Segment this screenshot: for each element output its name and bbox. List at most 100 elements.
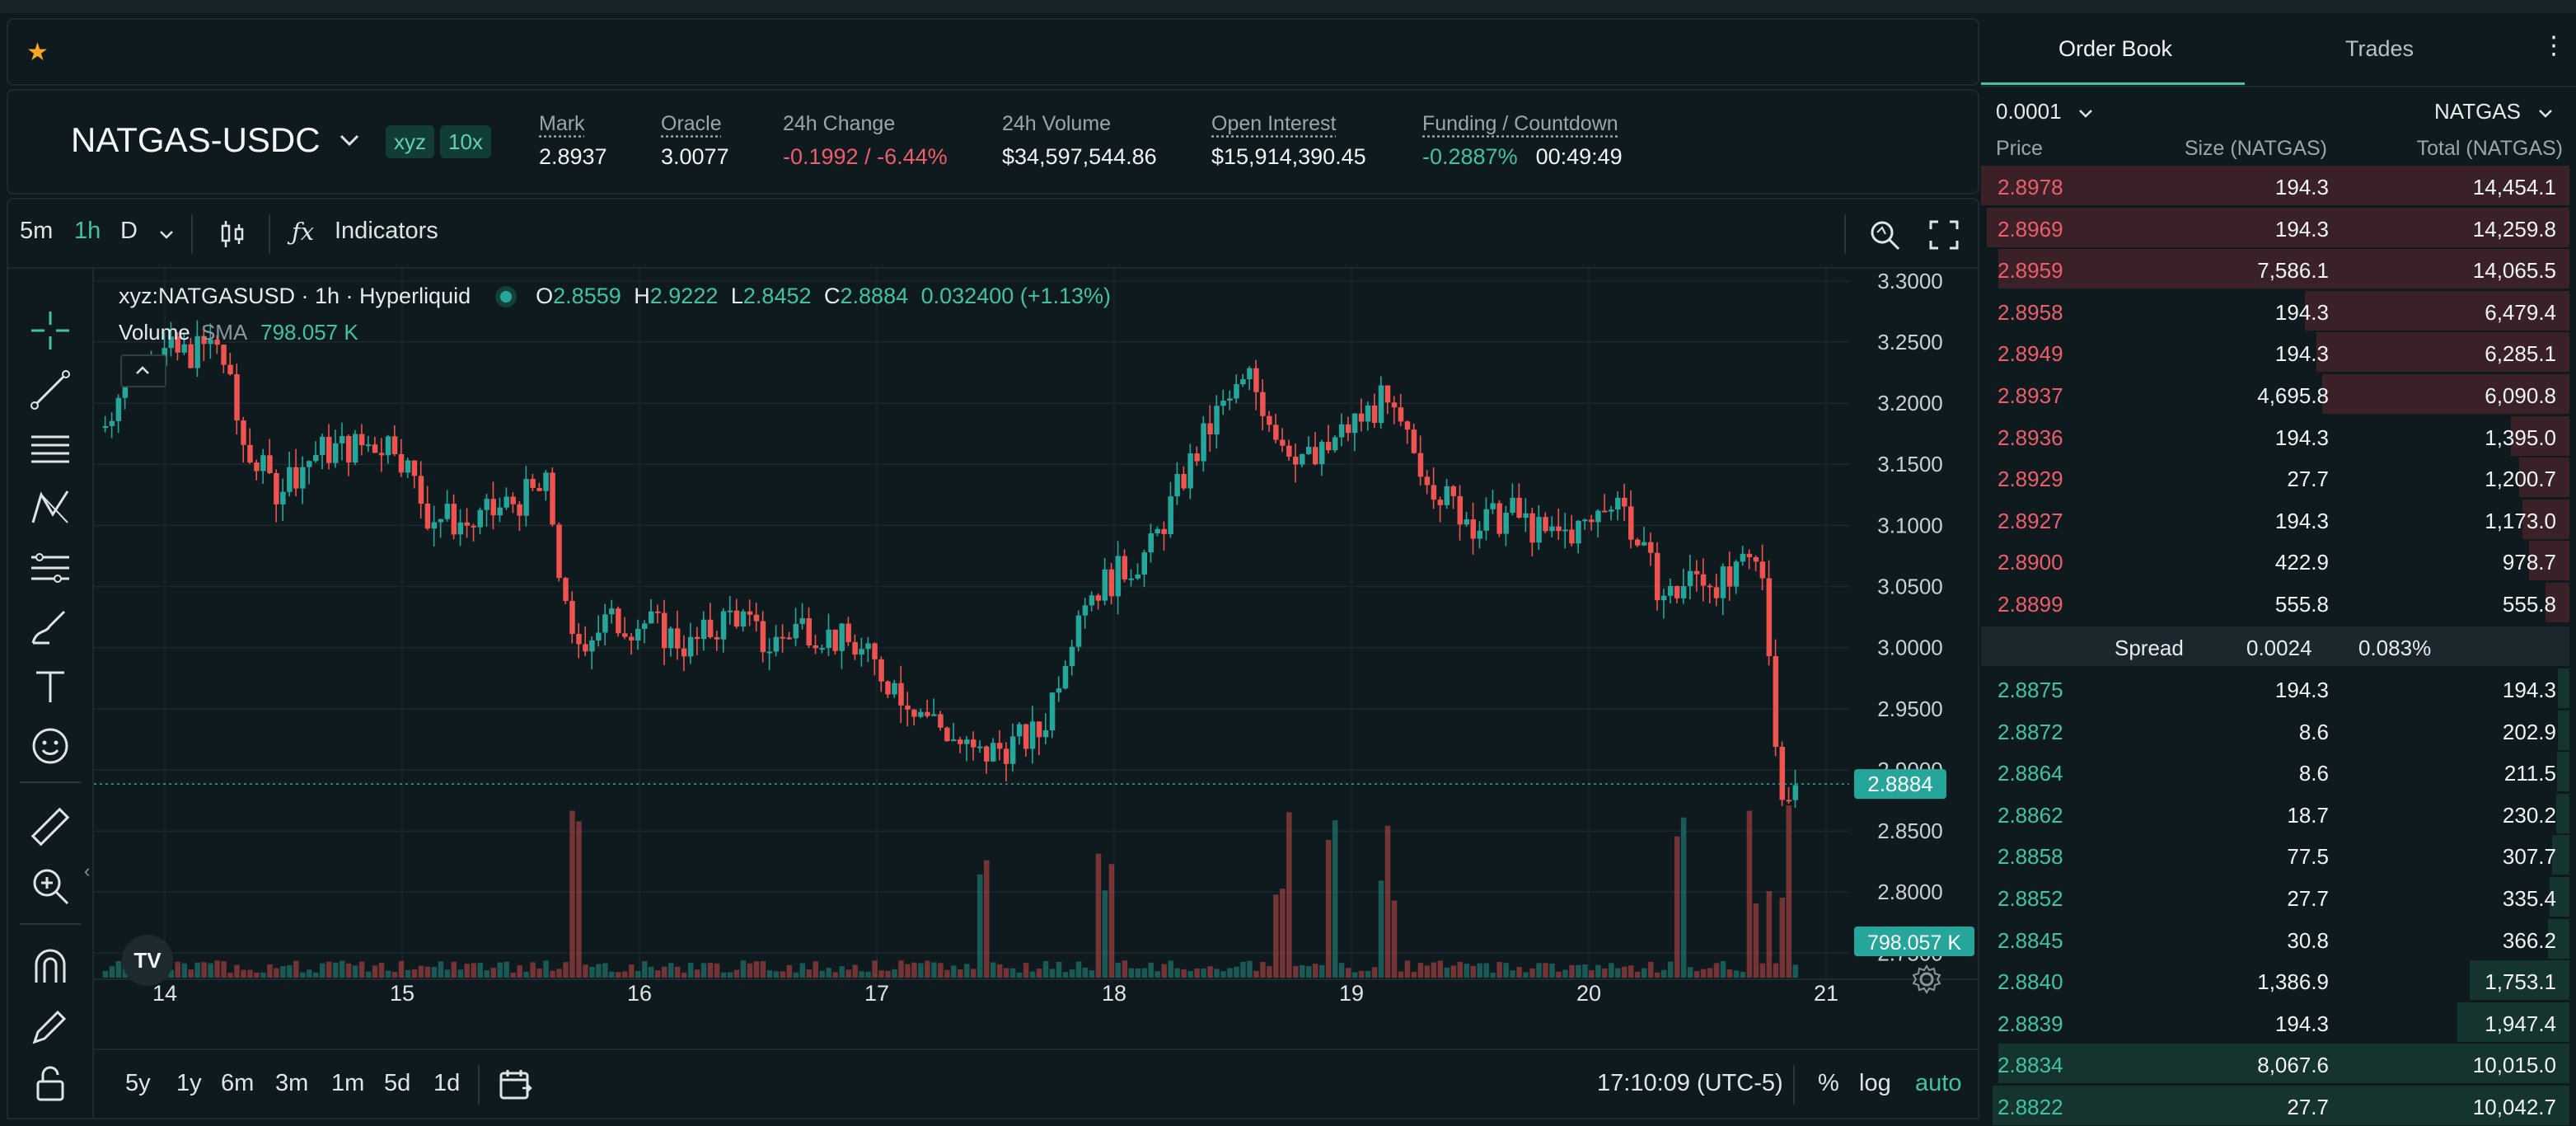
candle-body [1680,586,1687,598]
candle-body [1595,510,1601,523]
depth-bar [2557,710,2569,750]
range-5y[interactable]: 5y [125,1070,151,1096]
bid-row[interactable]: 2.8845 30.8 366.2 [1981,918,2569,959]
bid-row[interactable]: 2.8858 77.5 307.7 [1981,834,2569,875]
chevron-down-icon[interactable] [157,224,176,244]
brush-icon[interactable] [28,605,73,650]
ask-row[interactable]: 2.8929 27.7 1,200.7 [1981,457,2569,498]
function-icon[interactable]: ƒx [292,218,315,246]
tab-trades[interactable]: Trades [2345,36,2414,61]
volume-bar [1733,970,1740,978]
projection-icon[interactable] [28,546,73,590]
candle-body [385,436,391,456]
ruler-icon[interactable] [28,805,73,849]
indicators-button[interactable]: Indicators [335,218,438,244]
pattern-icon[interactable] [28,486,73,531]
volume-bar [878,970,884,978]
chevron-down-icon[interactable] [335,125,364,155]
candle-body [175,336,180,353]
percent-toggle[interactable]: % [1818,1070,1839,1096]
candle-body [372,444,378,453]
zoom-search-icon[interactable] [1867,218,1902,252]
range-1m[interactable]: 1m [331,1070,365,1096]
volume-bar [629,964,635,978]
volume-bar [694,969,700,978]
collapse-toolbar-icon[interactable]: ‹ [84,861,91,881]
unit-select[interactable]: NATGAS [2434,99,2521,124]
ask-row[interactable]: 2.8927 194.3 1,173.0 [1981,499,2569,540]
candle-body [208,340,213,345]
candles-icon[interactable] [216,218,249,251]
candle-body [267,455,273,473]
gear-icon[interactable] [1910,963,1943,996]
range-6m[interactable]: 6m [221,1070,255,1096]
candle-body [1108,569,1115,597]
fib-lines-icon[interactable] [28,427,73,472]
auto-toggle[interactable]: auto [1915,1070,1962,1096]
emoji-icon[interactable] [28,724,73,768]
stat-label[interactable]: Oracle [661,112,722,135]
candle-body [1562,529,1568,532]
ask-row[interactable]: 2.8958 194.3 6,479.4 [1981,290,2569,331]
text-icon[interactable] [28,664,73,709]
stat-label[interactable]: Open Interest [1211,112,1337,135]
candle-body [1470,519,1476,539]
stat-label[interactable]: Funding / Countdown [1422,112,1618,135]
range-1d[interactable]: 1d [433,1070,461,1096]
trend-line-icon[interactable] [28,368,73,412]
candle-body [451,504,457,535]
bid-row[interactable]: 2.8864 8.6 211.5 [1981,751,2569,792]
bid-row[interactable]: 2.8872 8.6 202.9 [1981,710,2569,751]
tab-order-book[interactable]: Order Book [2058,36,2173,61]
lock-pencil-icon[interactable] [28,1004,73,1049]
symbol-name[interactable]: NATGAS-USDC [71,120,321,159]
candle-body [1148,533,1154,553]
ask-row[interactable]: 2.8969 194.3 14,259.8 [1981,207,2569,248]
volume-bar [260,972,266,978]
lock-icon[interactable] [28,1062,73,1106]
crosshair-icon[interactable] [28,308,73,353]
collapse-legend-button[interactable] [120,354,166,387]
active-tab-indicator [1981,82,2245,85]
ask-row[interactable]: 2.8959 7,586.1 14,065.5 [1981,248,2569,289]
chevron-down-icon[interactable] [2536,104,2555,122]
ask-row[interactable]: 2.8936 194.3 1,395.0 [1981,415,2569,457]
bid-row[interactable]: 2.8875 194.3 194.3 [1981,668,2569,709]
volume-bar [813,961,818,978]
interval-1h[interactable]: 1h [74,218,101,244]
range-1y[interactable]: 1y [176,1070,202,1096]
calendar-icon[interactable] [498,1067,534,1103]
volume-bar [918,963,924,978]
ask-row[interactable]: 2.8899 555.8 555.8 [1981,582,2569,623]
ask-row[interactable]: 2.8949 194.3 6,285.1 [1981,331,2569,373]
y-tick-label: 3.1000 [1877,513,1943,537]
volume-bar [793,972,799,978]
range-3m[interactable]: 3m [275,1070,309,1096]
range-5d[interactable]: 5d [384,1070,411,1096]
price-chart[interactable]: 3.3000 3.2500 3.2000 3.1500 3.1000 3.0500 3.00… [94,269,1978,1006]
ask-row[interactable]: 2.8978 194.3 14,454.1 [1981,165,2569,206]
bid-row[interactable]: 2.8862 18.7 230.2 [1981,793,2569,834]
zoom-in-icon[interactable] [28,864,73,908]
tradingview-logo[interactable]: TV [122,935,173,986]
ask-row[interactable]: 2.8900 422.9 978.7 [1981,540,2569,581]
tick-size-select[interactable]: 0.0001 [1996,99,2062,124]
magnet-icon[interactable] [28,945,73,989]
interval-5m[interactable]: 5m [20,218,54,244]
candle-body [1181,474,1187,489]
log-toggle[interactable]: log [1859,1070,1891,1096]
more-options-icon[interactable]: ⋮ [2541,32,2566,59]
bid-row[interactable]: 2.8840 1,386.9 1,753.1 [1981,959,2569,1001]
star-icon[interactable]: ★ [26,39,49,66]
bid-row[interactable]: 2.8834 8,067.6 10,015.0 [1981,1043,2569,1084]
ask-row[interactable]: 2.8937 4,695.8 6,090.8 [1981,373,2569,415]
bid-row[interactable]: 2.8852 27.7 335.4 [1981,876,2569,917]
interval-d[interactable]: D [120,218,138,244]
candle-body [490,499,496,516]
fullscreen-icon[interactable] [1928,219,1960,251]
bid-row[interactable]: 2.8822 27.7 10,042.7 [1981,1085,2569,1126]
bid-row[interactable]: 2.8839 194.3 1,947.4 [1981,1002,2569,1043]
chevron-down-icon[interactable] [2077,104,2095,122]
chart-clock[interactable]: 17:10:09 (UTC-5) [1597,1070,1783,1096]
stat-label[interactable]: Mark [539,112,585,135]
